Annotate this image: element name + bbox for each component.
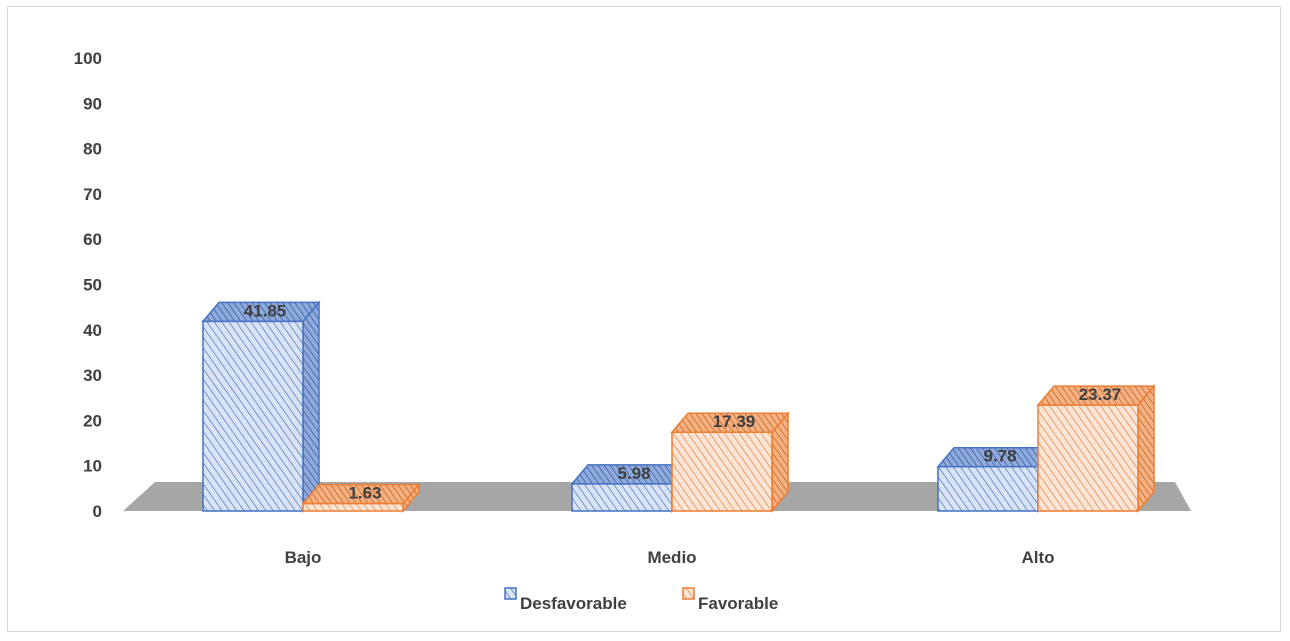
category-label: Alto: [1021, 548, 1054, 567]
category-label: Medio: [647, 548, 696, 567]
bar-favorable-medio: [670, 411, 790, 514]
y-tick-label: 40: [83, 321, 102, 340]
data-label: 9.78: [983, 447, 1016, 466]
y-tick-label: 70: [83, 185, 102, 204]
legend-label: Favorable: [698, 594, 778, 613]
y-tick-label: 30: [83, 366, 102, 385]
legend-item-favorable[interactable]: Favorable: [682, 587, 778, 613]
y-tick-label: 60: [83, 230, 102, 249]
y-tick-label: 50: [83, 276, 102, 295]
bar-chart: 0 10 20 30 40 50 60 70 80 90 100 Bajo Medio Alto 41.8…: [74, 49, 1191, 613]
y-tick-label: 90: [83, 94, 102, 113]
legend-swatch: [504, 587, 517, 600]
bar-front: [202, 320, 304, 512]
data-label: 23.37: [1079, 385, 1122, 404]
bar-desfavorable-bajo: [201, 300, 321, 514]
data-label: 5.98: [617, 464, 650, 483]
data-label: 41.85: [244, 301, 287, 320]
y-tick-label: 80: [83, 140, 102, 159]
bar-side: [302, 300, 320, 514]
bar-front: [937, 465, 1039, 512]
y-tick-label: 100: [74, 49, 102, 68]
data-label: 17.39: [713, 412, 756, 431]
chart-frame: 0 10 20 30 40 50 60 70 80 90 100 Bajo Medio Alto 41.8…: [7, 6, 1281, 632]
legend-swatch: [682, 587, 695, 600]
bar-front: [571, 483, 673, 512]
bar-side: [1137, 384, 1155, 514]
data-label: 1.63: [348, 484, 381, 503]
bar-favorable-bajo: [301, 482, 421, 514]
bar-front: [671, 431, 773, 512]
bar-favorable-alto: [1036, 384, 1156, 514]
category-label: Bajo: [285, 548, 322, 567]
legend-label: Desfavorable: [520, 594, 627, 613]
legend-item-desfavorable[interactable]: Desfavorable: [504, 587, 627, 613]
y-tick-label: 0: [93, 502, 102, 521]
bar-front: [302, 502, 404, 512]
bar-front: [1037, 404, 1139, 512]
y-tick-label: 20: [83, 411, 102, 430]
y-tick-label: 10: [83, 457, 102, 476]
